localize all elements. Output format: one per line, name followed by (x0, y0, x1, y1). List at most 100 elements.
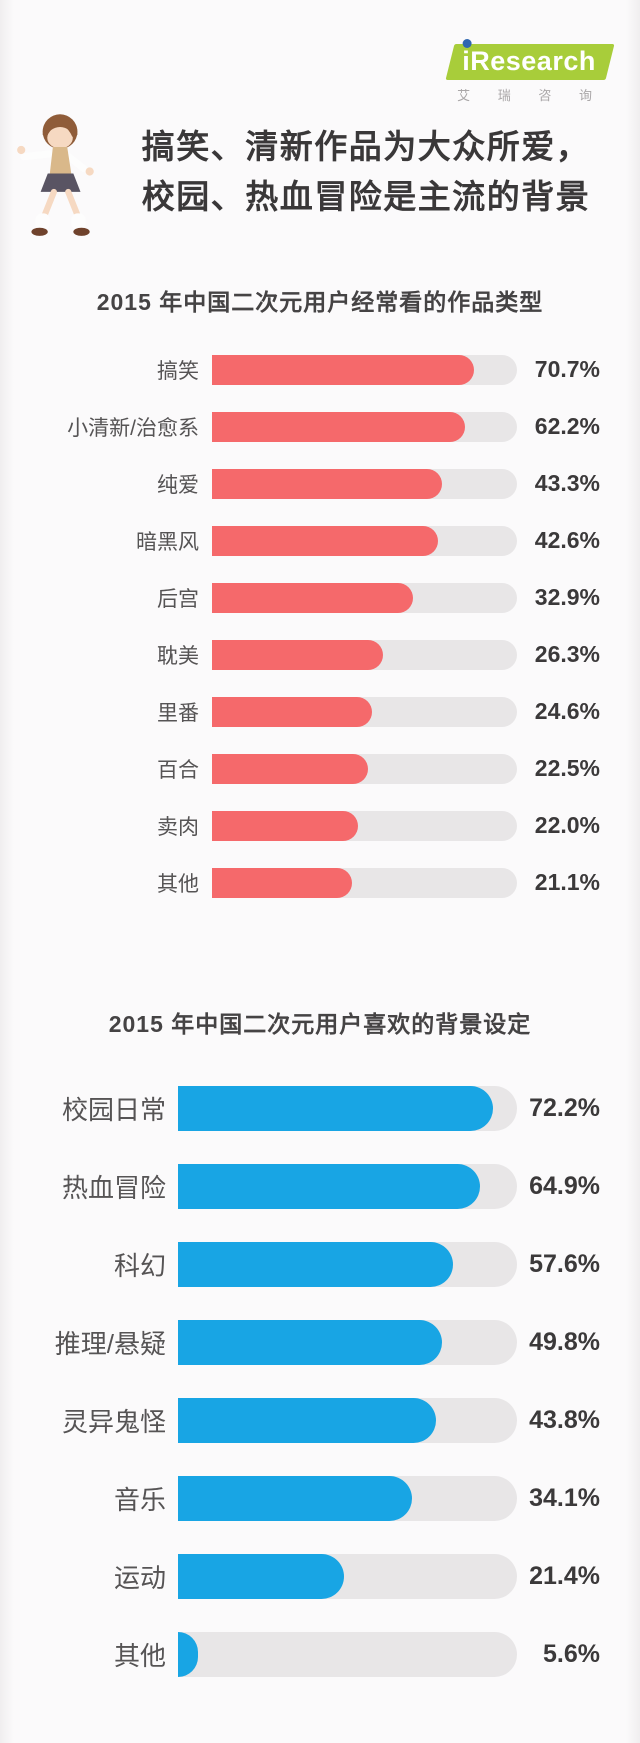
iresearch-logo: iResearch 艾 瑞 咨 询 (445, 39, 615, 104)
category-label: 校园日常 (61, 1094, 166, 1125)
bar-row: 灵异鬼怪 43.8% (0, 1381, 640, 1459)
bar-track (212, 753, 517, 784)
bar-fill (212, 468, 443, 499)
headline-block: 搞笑、清新作品为大众所爱， 校园、热血冒险是主流的背景 (12, 108, 628, 236)
bar-row: 里番 24.6% (0, 683, 640, 740)
category-label: 热血冒险 (61, 1172, 166, 1203)
chart-background-settings: 2015 年中国二次元用户喜欢的背景设定 校园日常 72.2% 热血冒险 64.9% 科… (0, 1005, 640, 1693)
category-label: 运动 (113, 1562, 166, 1593)
page-title: 搞笑、清新作品为大众所爱， 校园、热血冒险是主流的背景 (104, 122, 628, 222)
bar-row: 搞笑 70.7% (0, 341, 640, 398)
bar-track (212, 696, 517, 727)
bar-fill (178, 1397, 436, 1443)
value-label: 72.2% (529, 1093, 600, 1122)
anime-girl-mascot-icon (17, 114, 94, 236)
category-label: 科幻 (113, 1250, 166, 1281)
category-label: 暗黑风 (136, 530, 199, 554)
value-label: 49.8% (529, 1327, 600, 1356)
bar-track (178, 1241, 517, 1287)
bar-track (212, 354, 517, 385)
bar-fill (212, 354, 475, 385)
bar-track (178, 1163, 517, 1209)
category-label: 其他 (157, 872, 199, 896)
category-label: 小清新/治愈系 (67, 416, 199, 440)
bar-row: 推理/悬疑 49.8% (0, 1303, 640, 1381)
bar-row: 校园日常 72.2% (0, 1069, 640, 1147)
bar-fill (212, 411, 466, 442)
value-label: 21.4% (529, 1561, 600, 1590)
category-label: 推理/悬疑 (54, 1328, 166, 1359)
bar-row: 卖肉 22.0% (0, 797, 640, 854)
value-label: 5.6% (543, 1639, 600, 1668)
bar-track (212, 639, 517, 670)
value-label: 21.1% (534, 869, 600, 895)
bar-fill (212, 753, 368, 784)
bar-row: 纯爱 43.3% (0, 455, 640, 512)
bar-fill (178, 1085, 494, 1131)
bar-track (178, 1319, 517, 1365)
category-label: 百合 (157, 758, 199, 782)
bar-row: 音乐 34.1% (0, 1459, 640, 1537)
value-label: 22.5% (534, 755, 600, 781)
bar-fill (212, 525, 438, 556)
bar-track (178, 1631, 517, 1677)
bar-track (178, 1397, 517, 1443)
value-label: 64.9% (529, 1171, 600, 1200)
category-label: 灵异鬼怪 (61, 1406, 166, 1437)
value-label: 34.1% (529, 1483, 600, 1512)
bar-track (212, 582, 517, 613)
bar-row: 运动 21.4% (0, 1537, 640, 1615)
value-label: 42.6% (534, 527, 600, 553)
bar-track (212, 810, 517, 841)
bar-row: 其他 21.1% (0, 854, 640, 911)
bar-fill (178, 1475, 412, 1521)
value-label: 57.6% (529, 1249, 600, 1278)
logo-brand-text: iResearch (462, 46, 597, 76)
bar-fill (212, 810, 359, 841)
category-label: 其他 (113, 1640, 166, 1671)
iresearch-logo-plate: iResearch (445, 39, 615, 80)
chart-work-types-title: 2015 年中国二次元用户经常看的作品类型 (96, 289, 544, 315)
bar-fill (212, 582, 414, 613)
category-label: 音乐 (113, 1484, 166, 1515)
bar-track (212, 411, 517, 442)
bar-row: 耽美 26.3% (0, 626, 640, 683)
category-label: 后宫 (157, 587, 199, 611)
value-label: 32.9% (534, 584, 600, 610)
category-label: 纯爱 (157, 473, 199, 497)
bar-fill (178, 1553, 345, 1599)
logo-chinese-name: 艾 瑞 咨 询 (457, 88, 604, 103)
chart-background-settings-title: 2015 年中国二次元用户喜欢的背景设定 (108, 1011, 532, 1037)
bar-track (178, 1553, 517, 1599)
bar-fill (212, 639, 383, 670)
value-label: 26.3% (534, 641, 600, 667)
bar-fill (178, 1319, 443, 1365)
value-label: 22.0% (534, 812, 600, 838)
page-title-line1: 搞笑、清新作品为大众所爱， (141, 128, 591, 165)
value-label: 24.6% (534, 698, 600, 724)
category-label: 搞笑 (157, 359, 199, 383)
chart-background-settings-rows: 校园日常 72.2% 热血冒险 64.9% 科幻 57.6% 推理/悬疑 49.8% 灵异鬼怪 4… (0, 1069, 640, 1693)
bar-row: 暗黑风 42.6% (0, 512, 640, 569)
value-label: 70.7% (534, 356, 600, 382)
bar-fill (178, 1163, 480, 1209)
bar-track (178, 1475, 517, 1521)
bar-row: 百合 22.5% (0, 740, 640, 797)
value-label: 62.2% (534, 413, 600, 439)
bar-track (212, 525, 517, 556)
category-label: 卖肉 (157, 815, 199, 839)
bar-row: 其他 5.6% (0, 1615, 640, 1693)
bar-fill (212, 696, 373, 727)
bar-row: 热血冒险 64.9% (0, 1147, 640, 1225)
bar-track (212, 468, 517, 499)
category-label: 里番 (157, 701, 199, 725)
bar-row: 小清新/治愈系 62.2% (0, 398, 640, 455)
value-label: 43.8% (529, 1405, 600, 1434)
bar-track (178, 1085, 517, 1131)
bar-track (212, 867, 517, 898)
category-label: 耽美 (157, 644, 199, 668)
value-label: 43.3% (534, 470, 600, 496)
bar-fill (178, 1631, 199, 1677)
bar-fill (178, 1241, 453, 1287)
